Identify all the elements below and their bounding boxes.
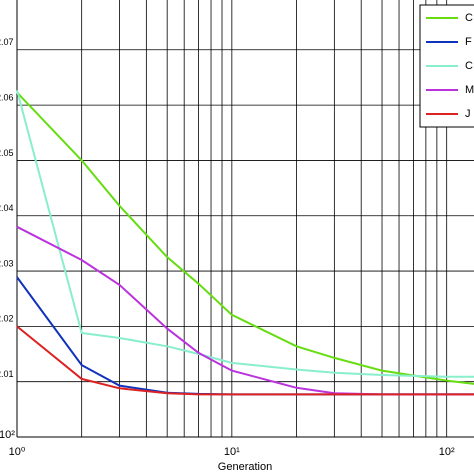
y-tick-label: 2.06	[0, 92, 14, 102]
legend-label: C	[465, 12, 473, 24]
y-tick-label: 2.07	[0, 37, 14, 47]
series-line	[16, 325, 474, 396]
legend-label: F	[465, 36, 472, 48]
lines	[16, 89, 474, 396]
x-axis-label: Generation	[218, 461, 272, 473]
grid	[16, 0, 474, 438]
y-tick-label: 2.01	[0, 369, 14, 379]
labels: 10⁰ 10¹ 10² 10² 2.01 2.02 2.03 2.04 2.05 2.06 2.07…	[0, 4, 474, 458]
legend-label: J	[465, 108, 471, 120]
y-tick-label: 2.03	[0, 258, 14, 268]
legend-label: M	[465, 84, 474, 96]
x-tick-label: 10²	[439, 446, 455, 458]
y-tick-label: 2.04	[0, 203, 14, 213]
y-tick-label: 2.02	[0, 314, 14, 324]
x-tick-label: 10⁰	[9, 446, 26, 458]
x-tick-label: 10¹	[224, 446, 240, 458]
y-tick-label: 10²	[0, 429, 15, 441]
y-tick-label: 2.05	[0, 148, 14, 158]
legend-label: C	[465, 60, 473, 72]
series-line	[16, 89, 474, 378]
series-line	[16, 91, 474, 385]
